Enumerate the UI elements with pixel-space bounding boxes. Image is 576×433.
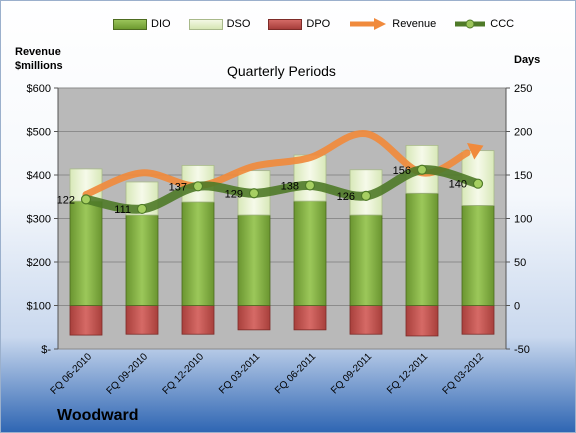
ccc-data-label: 138 bbox=[281, 180, 299, 192]
ccc-marker bbox=[192, 181, 204, 192]
dpo-bar bbox=[237, 305, 271, 331]
left-tick-label: $200 bbox=[27, 257, 51, 269]
right-tick-label: -50 bbox=[514, 344, 530, 356]
dio-bar bbox=[125, 214, 159, 306]
dpo-bar bbox=[405, 305, 439, 337]
category-label: FQ 09-2011 bbox=[329, 351, 374, 396]
legend-swatch-dso bbox=[188, 18, 223, 30]
category-label: FQ 06-2011 bbox=[273, 351, 318, 396]
left-tick-label: $- bbox=[41, 344, 51, 356]
company-name: Woodward bbox=[57, 407, 139, 424]
legend-label-dpo: DPO bbox=[306, 18, 331, 30]
dio-bar bbox=[69, 200, 103, 306]
legend-arrow-icon bbox=[350, 18, 387, 30]
chart-title: Quarterly Periods bbox=[227, 63, 336, 79]
ccc-marker bbox=[416, 164, 428, 175]
left-axis-title: Revenue $millions bbox=[15, 46, 63, 72]
legend-item-dio: DIO bbox=[113, 18, 171, 30]
ccc-data-label: 129 bbox=[225, 188, 243, 200]
dpo-bar bbox=[181, 305, 215, 335]
legend-item-dso: DSO bbox=[188, 18, 251, 30]
legend-swatch-dio bbox=[113, 18, 147, 30]
dio-bar bbox=[293, 200, 327, 306]
legend-label-dso: DSO bbox=[226, 18, 251, 30]
dpo-bar bbox=[69, 305, 103, 336]
revenue-arrowhead bbox=[467, 143, 484, 160]
ccc-data-label: 122 bbox=[57, 194, 75, 206]
legend-label-revenue: Revenue bbox=[392, 18, 437, 30]
ccc-marker bbox=[360, 190, 372, 201]
category-label: FQ 12-2010 bbox=[161, 351, 207, 397]
left-tick-label: $600 bbox=[27, 83, 51, 95]
category-label: FQ 03-2011 bbox=[217, 351, 262, 396]
right-tick-label: 150 bbox=[514, 170, 532, 182]
ccc-marker bbox=[136, 203, 148, 215]
ccc-marker bbox=[80, 194, 92, 205]
left-tick-label: $400 bbox=[27, 170, 51, 182]
legend-label-ccc: CCC bbox=[490, 18, 515, 30]
dio-bar bbox=[461, 205, 495, 306]
legend-swatch-dpo bbox=[268, 18, 303, 30]
right-tick-label: 50 bbox=[514, 257, 526, 269]
dio-bar bbox=[181, 201, 215, 306]
ccc-data-label: 126 bbox=[337, 191, 355, 203]
right-tick-label: 100 bbox=[514, 214, 532, 226]
ccc-marker bbox=[472, 178, 484, 189]
dpo-bar bbox=[461, 305, 495, 335]
ccc-line bbox=[81, 165, 483, 214]
dpo-bar bbox=[293, 305, 327, 331]
right-axis-title: Days bbox=[514, 54, 541, 66]
dpo-bar bbox=[125, 305, 159, 335]
legend-item-revenue: Revenue bbox=[348, 18, 436, 30]
legend-item-ccc: CCC bbox=[454, 18, 514, 30]
category-label: FQ 12-2011 bbox=[385, 351, 430, 396]
category-label: FQ 06-2010 bbox=[49, 351, 95, 397]
legend: DIO DSO DPO Revenue CCC bbox=[113, 15, 532, 33]
ccc-marker bbox=[304, 180, 316, 191]
right-tick-label: 200 bbox=[514, 127, 532, 139]
dpo-bar bbox=[349, 305, 383, 335]
dio-bar bbox=[237, 214, 271, 306]
left-tick-label: $300 bbox=[27, 214, 51, 226]
ccc-data-label: 137 bbox=[169, 181, 187, 193]
category-label: FQ 09-2010 bbox=[105, 351, 151, 397]
ccc-marker bbox=[248, 188, 260, 199]
left-tick-label: $500 bbox=[27, 127, 51, 139]
category-label: FQ 03-2012 bbox=[441, 351, 487, 397]
legend-ccc-line-icon bbox=[455, 19, 486, 29]
ccc-data-label: 156 bbox=[393, 165, 411, 177]
dio-bar bbox=[349, 214, 383, 306]
left-tick-label: $100 bbox=[27, 301, 51, 313]
ccc-data-label: 111 bbox=[114, 204, 131, 216]
legend-label-dio: DIO bbox=[151, 18, 171, 30]
right-tick-label: 0 bbox=[514, 301, 520, 313]
right-tick-label: 250 bbox=[514, 83, 532, 95]
legend-item-dpo: DPO bbox=[268, 18, 330, 30]
ccc-data-label: 140 bbox=[449, 179, 467, 191]
dio-bar bbox=[405, 192, 439, 306]
